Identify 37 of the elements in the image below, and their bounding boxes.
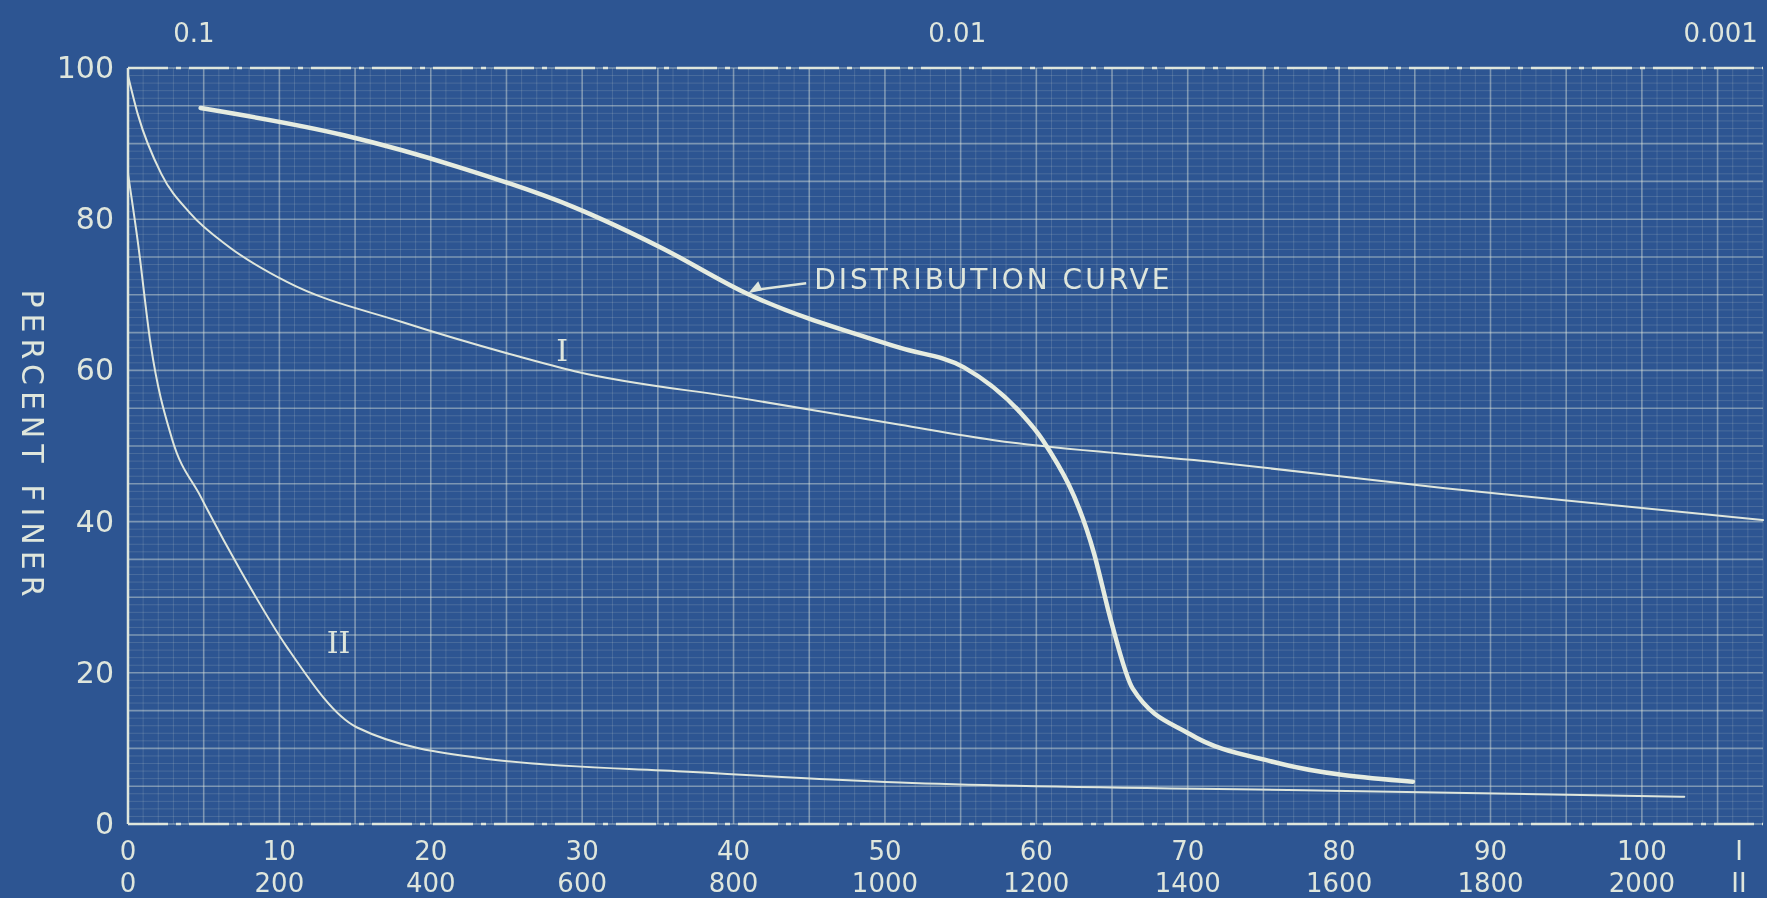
- y-tick-label: 0: [94, 806, 114, 841]
- y-tick-label: 60: [75, 352, 114, 388]
- x2-tick-label: 0.001: [1683, 18, 1758, 48]
- x-tick-label: 2000: [1608, 868, 1675, 898]
- x-tick-label: 800: [708, 868, 759, 898]
- x-tick-label: 30: [565, 836, 599, 866]
- x-tick-label: 90: [1473, 836, 1508, 866]
- y-tick-label: 20: [75, 654, 114, 690]
- legend-label: DISTRIBUTION CURVE: [814, 263, 1173, 297]
- x-tick-label: 10: [262, 836, 296, 866]
- y-tick-label: 80: [75, 201, 114, 237]
- x-tick-label: 1200: [1003, 868, 1070, 898]
- x-tick-label: 20: [414, 836, 448, 866]
- x-tick-label: 100: [1617, 836, 1667, 866]
- x-tick-label: 200: [254, 868, 305, 898]
- x2-tick-label: 0.01: [928, 18, 987, 48]
- x-axis-title: II: [1731, 868, 1747, 898]
- x-axis-title: I: [1735, 836, 1743, 866]
- x-tick-label: 600: [557, 868, 607, 898]
- x-tick-label: 1600: [1306, 868, 1373, 898]
- y-axis-title: PERCENT FINER: [15, 289, 50, 603]
- x-tick-label: 0: [119, 836, 137, 866]
- x-tick-label: 60: [1019, 836, 1053, 866]
- x-tick-label: 1800: [1457, 868, 1524, 898]
- x-tick-label: 80: [1322, 836, 1356, 866]
- y-tick-label: 40: [75, 503, 114, 539]
- x-tick-label: 0: [119, 868, 137, 898]
- x-tick-label: 1000: [851, 868, 919, 898]
- series-label: II: [326, 625, 351, 661]
- series-label: I: [556, 333, 568, 369]
- x2-tick-label: 0.1: [173, 18, 215, 48]
- x-tick-label: 40: [717, 836, 751, 866]
- x-tick-label: 70: [1171, 836, 1205, 866]
- y-tick-label: 100: [56, 50, 114, 85]
- x-tick-label: 50: [868, 836, 902, 866]
- x-tick-label: 400: [405, 868, 456, 898]
- x-tick-label: 1400: [1154, 868, 1221, 898]
